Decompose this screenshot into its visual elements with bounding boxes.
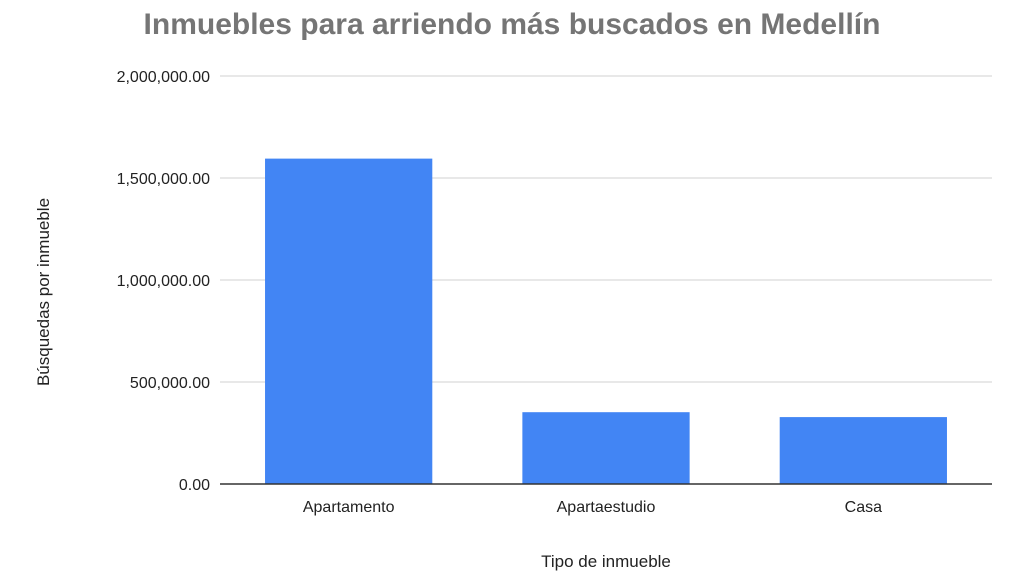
x-tick-label: Apartaestudio xyxy=(557,499,656,516)
y-tick-label: 2,000,000.00 xyxy=(117,69,211,86)
y-tick-label: 1,000,000.00 xyxy=(117,273,211,290)
x-tick-label: Casa xyxy=(845,499,882,516)
bars xyxy=(265,158,947,484)
y-tick-label: 1,500,000.00 xyxy=(117,171,211,188)
x-axis-label: Tipo de inmueble xyxy=(541,552,671,571)
y-axis-ticks: 0.00 500,000.00 1,000,000.00 1,500,000.00 2,… xyxy=(117,69,211,494)
bar-casa xyxy=(779,417,947,484)
bar-apartamento xyxy=(265,158,433,484)
x-axis-ticks: Apartamento Apartaestudio Casa xyxy=(303,499,882,516)
y-axis-label: Búsquedas por inmueble xyxy=(34,198,53,386)
x-tick-label: Apartamento xyxy=(303,499,395,516)
y-tick-label: 0.00 xyxy=(179,477,210,494)
bar-apartaestudio xyxy=(522,412,690,484)
y-tick-label: 500,000.00 xyxy=(130,375,210,392)
chart-title: Inmuebles para arriendo más buscados en … xyxy=(144,8,881,41)
